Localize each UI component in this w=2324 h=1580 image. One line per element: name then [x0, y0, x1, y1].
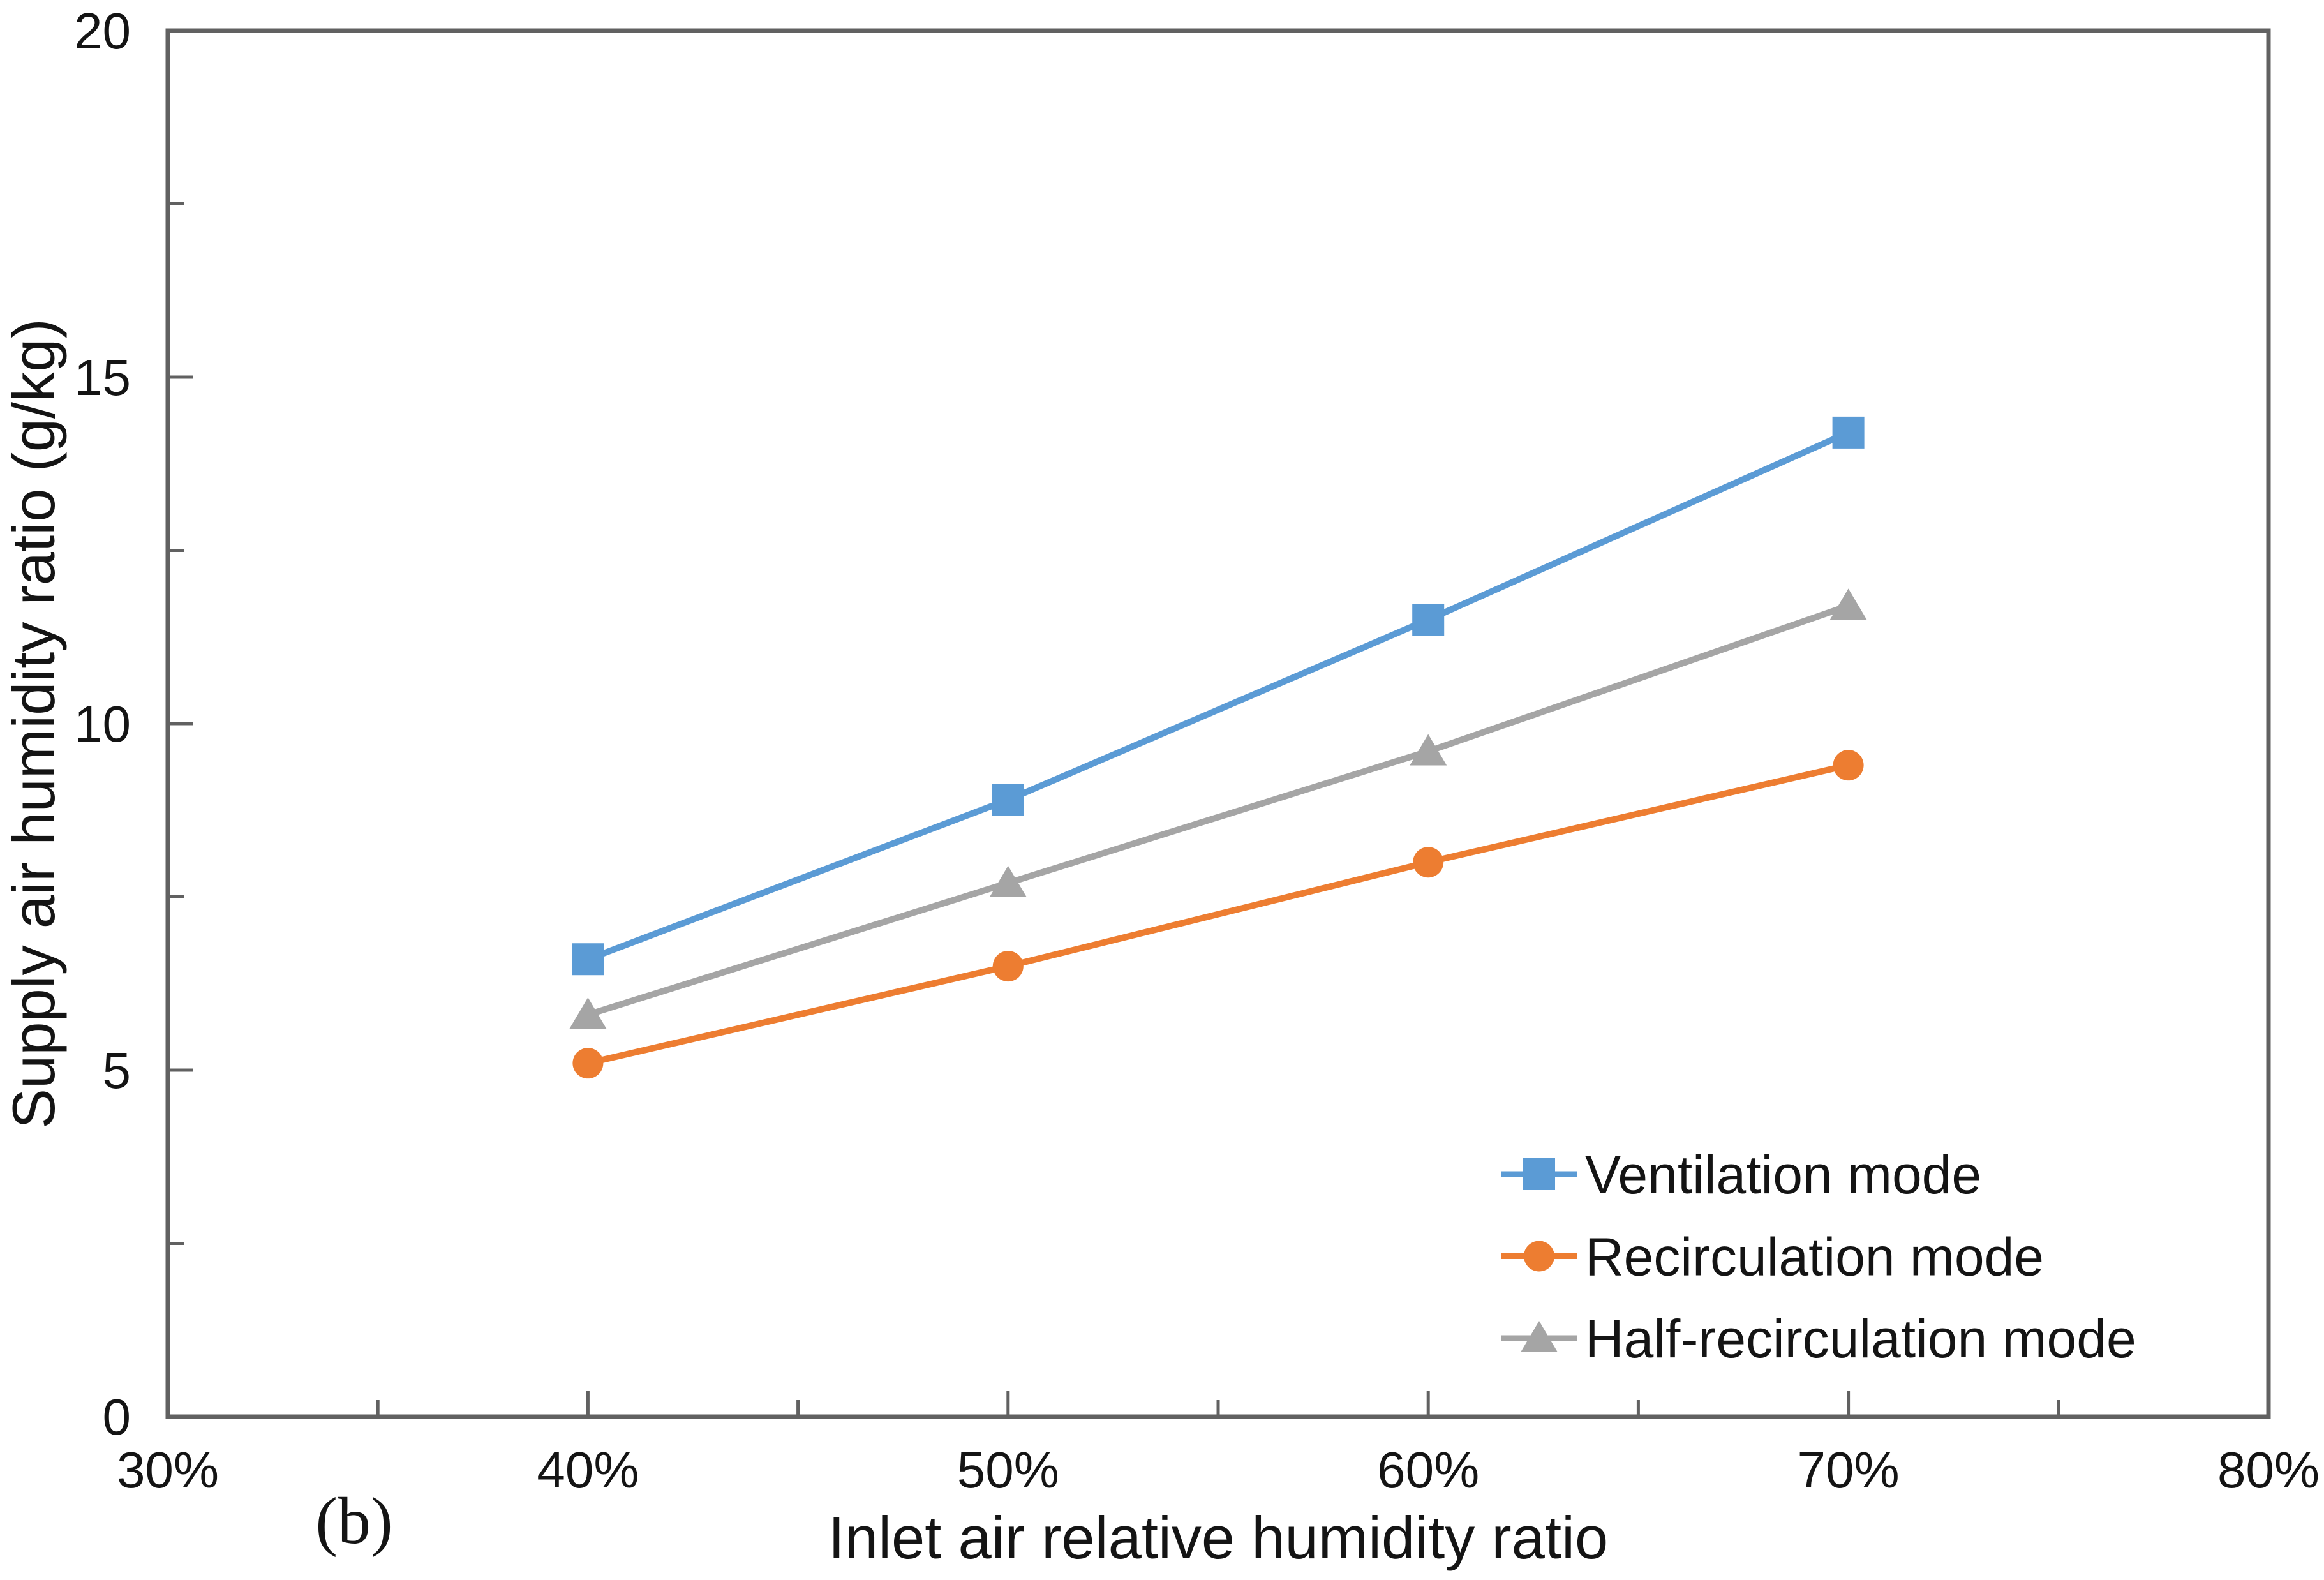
axis-tick-labels: 30% 40% 50% 60% 70% 80% 0 5 10 15 20 [74, 3, 2320, 1498]
legend-label: Half-recirculation mode [1585, 1309, 2136, 1369]
data-point-marker-square [572, 943, 604, 976]
panel-label: (b) [315, 1484, 392, 1558]
data-point-marker-square [1523, 1158, 1555, 1190]
data-point-marker-triangle [1521, 1321, 1558, 1352]
data-point-marker-triangle [989, 865, 1027, 897]
data-point-marker-circle [572, 1048, 604, 1079]
data-point-marker-circle [1833, 750, 1864, 781]
series-line [585, 429, 1852, 963]
series-line [585, 762, 1852, 1067]
x-tick-label: 80% [2217, 1442, 2320, 1498]
y-tick-label: 10 [74, 696, 131, 752]
legend-item-ventilation-mode: Ventilation mode [1501, 1145, 1981, 1205]
series-half-recirculation-mode [569, 588, 1867, 1029]
x-tick-label: 50% [957, 1442, 1059, 1498]
data-point-marker-circle [992, 951, 1024, 982]
plot-frame [165, 28, 2271, 1419]
x-axis-title: Inlet air relative humidity ratio [828, 1504, 1609, 1571]
data-point-marker-triangle [1410, 734, 1447, 766]
series-ventilation-mode [572, 416, 1865, 976]
series-recirculation-mode [572, 750, 1864, 1079]
data-point-marker-triangle [1829, 588, 1867, 620]
axis-ticks [168, 202, 2060, 1417]
legend-item-half-recirculation-mode: Half-recirculation mode [1501, 1309, 2136, 1369]
y-tick-label: 20 [74, 3, 131, 59]
plot-border [165, 28, 2271, 1419]
series-line [585, 602, 1852, 1018]
legend-label: Recirculation mode [1585, 1227, 2044, 1287]
data-point-marker-square [1832, 416, 1865, 449]
y-tick-label: 5 [103, 1042, 131, 1099]
data-point-marker-square [992, 784, 1024, 816]
x-tick-label: 40% [537, 1442, 639, 1498]
data-point-marker-circle [1524, 1241, 1554, 1272]
x-tick-label: 60% [1377, 1442, 1479, 1498]
x-tick-label: 70% [1798, 1442, 1900, 1498]
y-tick-label: 0 [103, 1389, 131, 1445]
y-axis-title: Supply air humidity ratio (g/kg) [0, 318, 67, 1129]
legend-item-recirculation-mode: Recirculation mode [1501, 1227, 2044, 1287]
data-point-marker-circle [1413, 847, 1444, 878]
x-tick-label: 30% [117, 1442, 219, 1498]
legend: Ventilation mode Recirculation mode Half-r… [1501, 1145, 2136, 1369]
legend-label: Ventilation mode [1585, 1145, 1981, 1205]
data-point-marker-triangle [569, 997, 607, 1029]
y-tick-label: 15 [74, 349, 131, 406]
data-series [569, 416, 1867, 1079]
data-point-marker-square [1412, 604, 1445, 636]
